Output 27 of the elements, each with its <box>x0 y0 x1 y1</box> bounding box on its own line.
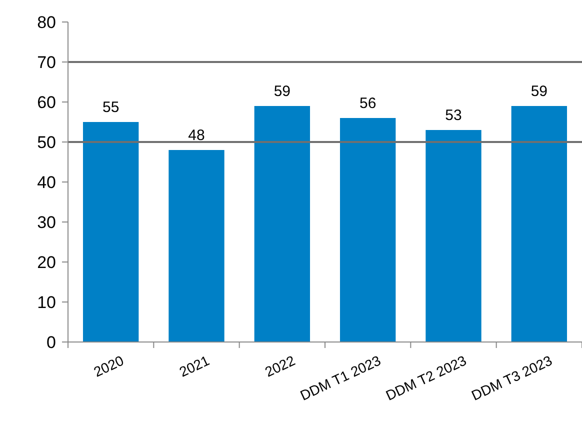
y-tick-label: 70 <box>37 52 56 72</box>
x-tick-label: 2021 <box>176 352 212 380</box>
y-tick-label: 30 <box>37 212 56 232</box>
y-tick-label: 10 <box>37 292 56 312</box>
bar <box>168 150 224 342</box>
x-tick-label: 2020 <box>91 352 126 380</box>
bar <box>426 130 482 342</box>
data-label: 55 <box>102 99 120 116</box>
bar <box>340 118 396 342</box>
y-tick-label: 60 <box>37 92 56 112</box>
y-tick-label: 0 <box>46 332 56 352</box>
y-tick-label: 40 <box>37 172 56 192</box>
y-tick-label: 80 <box>37 12 56 32</box>
x-tick-label: 2022 <box>262 352 298 380</box>
x-tick-label: DDM T1 2023 <box>298 352 384 404</box>
bar <box>254 106 310 342</box>
bar <box>511 106 568 342</box>
x-tick-label: DDM T2 2023 <box>383 352 469 404</box>
x-tick-label: DDM T3 2023 <box>468 352 555 404</box>
data-label: 56 <box>359 95 376 112</box>
y-tick-label: 20 <box>37 252 56 272</box>
data-label: 48 <box>188 127 205 144</box>
data-label: 53 <box>445 107 462 124</box>
bar <box>82 122 139 342</box>
y-tick-label: 50 <box>37 132 56 152</box>
data-label: 59 <box>530 83 548 100</box>
data-label: 59 <box>274 83 291 100</box>
